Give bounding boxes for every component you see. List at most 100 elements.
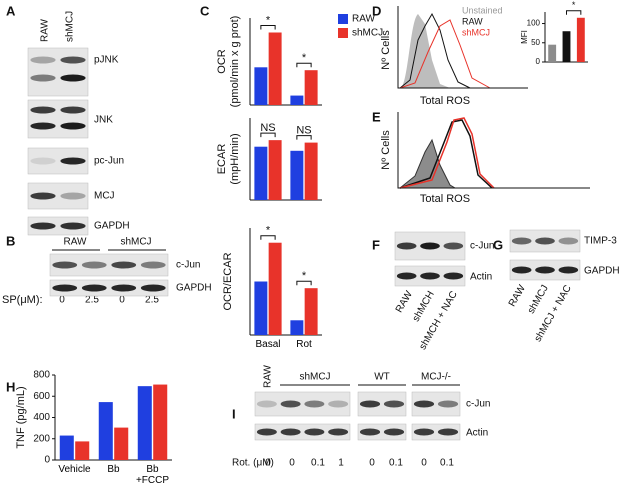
bracket bbox=[260, 132, 276, 138]
annotation: * bbox=[572, 0, 576, 10]
histogram-raw bbox=[399, 12, 471, 89]
dose: 0 bbox=[289, 458, 295, 469]
lane-label: RAW bbox=[507, 283, 528, 309]
band bbox=[111, 261, 137, 269]
blot bbox=[49, 253, 169, 277]
dose-label: Rot. (μM) bbox=[232, 458, 274, 469]
band bbox=[535, 266, 555, 274]
band bbox=[30, 192, 56, 200]
y-tick-label: 200 bbox=[33, 433, 50, 444]
panel-label: G bbox=[493, 237, 503, 252]
bar bbox=[576, 17, 585, 62]
band bbox=[328, 428, 349, 436]
band-label: c-Jun bbox=[470, 241, 494, 252]
annotation: NS bbox=[296, 125, 311, 137]
bar bbox=[290, 320, 304, 335]
band bbox=[52, 284, 78, 292]
dose: 0 bbox=[119, 295, 125, 306]
bracket bbox=[260, 235, 276, 240]
bar bbox=[290, 150, 304, 200]
legend-label: shMCJ bbox=[462, 27, 490, 37]
group-label: shMCJ bbox=[120, 237, 151, 248]
band-label: c-Jun bbox=[466, 399, 490, 410]
annotation: * bbox=[266, 14, 271, 26]
band bbox=[30, 157, 56, 165]
bar bbox=[268, 140, 282, 200]
band bbox=[413, 400, 435, 408]
band-label: JNK bbox=[94, 115, 113, 126]
bar bbox=[254, 67, 268, 105]
blot bbox=[27, 147, 89, 175]
histogram-shmcj bbox=[399, 19, 491, 89]
bar bbox=[114, 427, 129, 460]
blot bbox=[254, 391, 351, 417]
lane-label: shMCJ bbox=[65, 11, 76, 42]
x-tick-label: Rot bbox=[296, 339, 312, 350]
y-label: MFI bbox=[520, 30, 529, 44]
dose: 2.5 bbox=[145, 295, 159, 306]
band bbox=[280, 400, 301, 408]
panel-label: A bbox=[6, 3, 16, 18]
blot bbox=[27, 47, 89, 97]
bar bbox=[304, 70, 318, 105]
bar bbox=[290, 95, 304, 105]
band bbox=[60, 122, 86, 130]
band bbox=[413, 428, 435, 436]
band bbox=[256, 428, 277, 436]
bar bbox=[137, 386, 152, 460]
bar bbox=[254, 281, 268, 335]
dose-label: SP(μM): bbox=[2, 294, 43, 306]
band bbox=[60, 192, 86, 200]
panel-label: I bbox=[232, 406, 236, 421]
bar bbox=[59, 435, 74, 460]
band bbox=[420, 242, 440, 250]
blot bbox=[27, 216, 89, 236]
band bbox=[60, 157, 86, 165]
blot bbox=[357, 423, 407, 441]
panel-label: C bbox=[200, 3, 210, 18]
panel-label: B bbox=[6, 233, 15, 248]
y-tick-label: 50 bbox=[531, 38, 540, 47]
band-label: pc-Jun bbox=[94, 156, 124, 167]
band bbox=[140, 284, 166, 292]
annotation: NS bbox=[260, 122, 275, 134]
lane-label: shMCJ bbox=[526, 283, 551, 315]
band bbox=[420, 272, 440, 280]
dose: 0 bbox=[369, 458, 375, 469]
bracket bbox=[566, 10, 582, 15]
legend-label: Unstained bbox=[462, 5, 503, 15]
bar bbox=[268, 32, 282, 105]
annotation: * bbox=[302, 52, 307, 64]
band bbox=[396, 272, 417, 280]
y-label: TNF (pg/mL) bbox=[15, 386, 27, 448]
panel-label: D bbox=[372, 3, 381, 18]
panel-label: F bbox=[372, 237, 380, 252]
band bbox=[60, 56, 86, 64]
dose: 0.1 bbox=[311, 458, 325, 469]
y-label: OCR/ECAR bbox=[222, 252, 234, 310]
x-label: Total ROS bbox=[420, 95, 470, 107]
lane-label: RAW bbox=[263, 364, 274, 388]
y-tick-label: 100 bbox=[527, 19, 541, 28]
band bbox=[558, 266, 579, 274]
x-tick-label: Bb bbox=[107, 464, 120, 475]
axis bbox=[397, 6, 528, 89]
histogram-shmcj bbox=[399, 117, 495, 189]
bracket bbox=[296, 135, 312, 140]
band bbox=[396, 242, 417, 250]
band-label: GAPDH bbox=[176, 283, 212, 294]
band bbox=[280, 428, 301, 436]
band bbox=[359, 428, 381, 436]
band-label: c-Jun bbox=[176, 260, 200, 271]
group-label: RAW bbox=[64, 237, 88, 248]
y-label: ECAR bbox=[216, 144, 228, 175]
band bbox=[60, 222, 86, 230]
bracket bbox=[296, 62, 312, 68]
bar bbox=[75, 441, 90, 460]
band bbox=[30, 122, 56, 130]
x-tick-label: Vehicle bbox=[58, 464, 91, 475]
y-label: (pmol/min x g prot) bbox=[229, 16, 241, 108]
x-tick-label: Basal bbox=[255, 339, 281, 350]
bar bbox=[304, 288, 318, 335]
